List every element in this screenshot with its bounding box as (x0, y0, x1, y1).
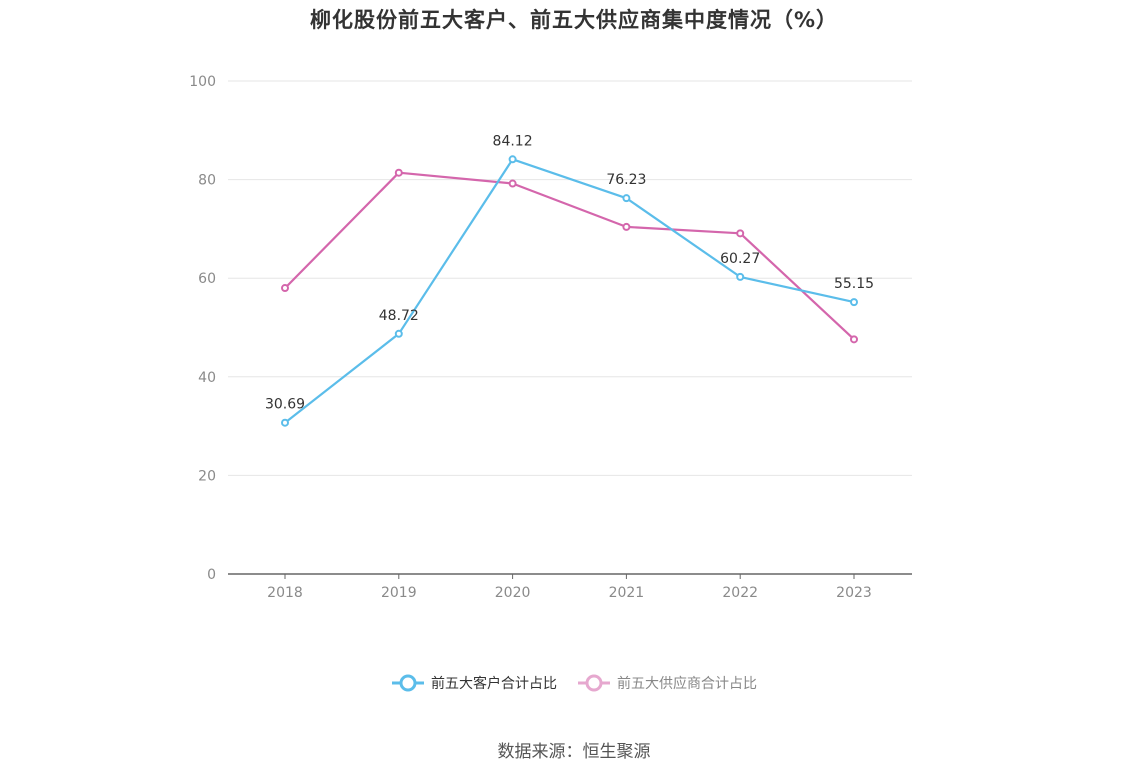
data-point-customers[interactable] (394, 329, 403, 338)
data-point-suppliers[interactable] (622, 222, 631, 231)
data-point-customers[interactable] (736, 272, 745, 281)
data-point-suppliers[interactable] (281, 284, 289, 293)
y-tick-label: 0 (207, 567, 216, 583)
data-label: 60.27 (720, 251, 760, 267)
data-point-suppliers[interactable] (736, 229, 745, 238)
data-point-suppliers[interactable] (394, 168, 403, 177)
data-point-customers[interactable] (850, 298, 858, 307)
y-tick-label: 20 (198, 468, 216, 484)
legend-item-customers[interactable]: 前五大客户合计占比 (391, 673, 557, 693)
legend-label-customers: 前五大客户合计占比 (431, 676, 557, 692)
legend-item-suppliers[interactable]: 前五大供应商合计占比 (577, 673, 757, 693)
data-label: 84.12 (493, 133, 533, 149)
data-label: 30.69 (265, 397, 305, 413)
data-label: 55.15 (834, 276, 874, 292)
series-layer (281, 155, 858, 427)
legend-label-suppliers: 前五大供应商合计占比 (617, 676, 757, 692)
y-tick-label: 80 (198, 173, 216, 189)
data-label: 48.72 (379, 308, 419, 324)
legend-suppliers-marker-icon (578, 674, 610, 692)
data-point-customers[interactable] (281, 418, 289, 427)
chart-title: 柳化股份前五大客户、前五大供应商集中度情况（%） (309, 8, 839, 32)
x-tick-label: 2021 (609, 585, 645, 601)
legend: 前五大客户合计占比 前五大供应商合计占比 (0, 673, 1148, 693)
series-line-suppliers (284, 171, 855, 341)
x-tick-label: 2022 (722, 585, 758, 601)
legend-customers-marker-icon (392, 674, 424, 692)
y-tick-label: 60 (198, 271, 216, 287)
data-label: 76.23 (606, 172, 646, 188)
axis-layer: 0 20 40 60 80 100 2018 2019 2020 2021 2022 2023 (189, 74, 912, 601)
label-layer: 30.69 48.72 84.12 76.23 60.27 55.15 (265, 133, 874, 412)
source-note: 数据来源：恒生聚源 (497, 742, 651, 762)
data-point-suppliers[interactable] (508, 179, 517, 188)
series-line-customers (284, 158, 855, 424)
y-tick-label: 100 (189, 74, 216, 90)
data-point-suppliers[interactable] (850, 335, 858, 344)
grid-layer (228, 80, 912, 476)
data-point-customers[interactable] (508, 155, 517, 164)
x-tick-label: 2023 (836, 585, 872, 601)
data-point-customers[interactable] (622, 194, 631, 203)
y-tick-label: 40 (198, 370, 216, 386)
x-tick-label: 2019 (381, 585, 417, 601)
x-tick-label: 2018 (267, 585, 303, 601)
x-tick-label: 2020 (495, 585, 531, 601)
